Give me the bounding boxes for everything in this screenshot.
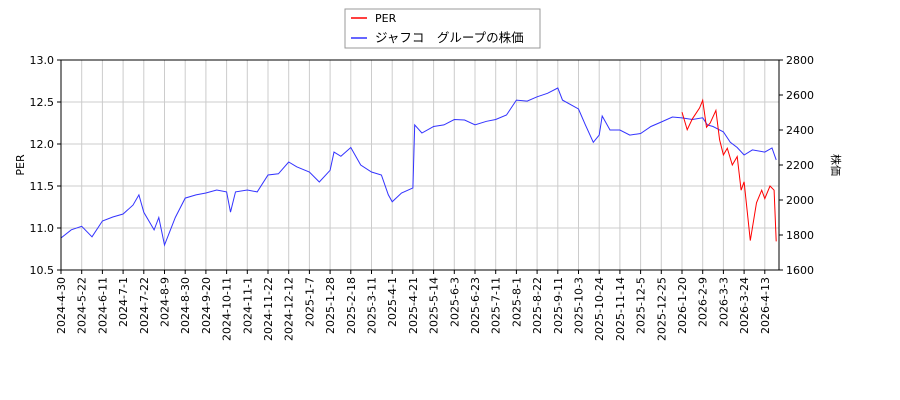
x-tick-label: 2024-8-30 xyxy=(179,277,192,334)
x-tick-label: 2024-8-9 xyxy=(159,277,172,327)
plot-frame xyxy=(60,59,780,271)
x-tick-label: 2024-11-1 xyxy=(241,277,254,334)
x-tick-label: 2025-5-14 xyxy=(428,277,441,334)
x-tick-label: 2025-12-25 xyxy=(655,277,668,341)
x-tick-label: 2025-6-23 xyxy=(469,277,482,334)
x-tick-label: 2024-12-12 xyxy=(283,277,296,341)
y-right-tick-label: 2200 xyxy=(786,159,814,172)
legend-label-per: PER xyxy=(375,12,397,25)
x-tick-label: 2024-4-30 xyxy=(55,277,68,334)
legend-box xyxy=(344,8,541,49)
x-tick-label: 2025-8-22 xyxy=(531,277,544,334)
y-right-tick-label: 2800 xyxy=(786,54,814,67)
x-tick-label: 2026-1-20 xyxy=(676,277,689,334)
y-axis-right-label: 株価 xyxy=(829,154,843,176)
x-tick-label: 2026-4-13 xyxy=(759,277,772,334)
y-axis-left-label: PER xyxy=(14,154,27,176)
x-tick-label: 2025-11-14 xyxy=(614,277,627,341)
x-tick-label: 2024-5-22 xyxy=(76,277,89,334)
x-tick-label: 2024-9-20 xyxy=(200,277,213,334)
axes: 2024-4-30 2024-5-22 2024-6-11 2024-7-1 2024-… xyxy=(30,54,815,341)
y-right-tick-label: 1800 xyxy=(786,229,814,242)
x-tick-label: 2024-7-1 xyxy=(117,277,130,327)
x-tick-label: 2025-6-3 xyxy=(448,277,461,327)
y-left-tick-label: 12.0 xyxy=(30,138,55,151)
y-left-tick-label: 11.5 xyxy=(30,180,55,193)
y-left-tick-label: 13.0 xyxy=(30,54,55,67)
x-tick-label: 2026-2-9 xyxy=(697,277,710,327)
series-lines xyxy=(60,87,777,247)
y-left-tick-label: 12.5 xyxy=(30,96,55,109)
x-tick-label: 2025-2-18 xyxy=(345,277,358,334)
per-line xyxy=(681,98,777,242)
x-tick-label: 2025-1-28 xyxy=(324,277,337,334)
y-left-tick-label: 10.5 xyxy=(30,264,55,277)
y-right-tick-label: 1600 xyxy=(786,264,814,277)
x-tick-label: 2025-1-7 xyxy=(303,277,316,327)
y-right-tick-label: 2000 xyxy=(786,194,814,207)
y-left-tick-label: 11.0 xyxy=(30,222,55,235)
x-tick-label: 2024-6-11 xyxy=(96,277,109,334)
x-tick-label: 2025-12-5 xyxy=(635,277,648,334)
x-tick-label: 2025-4-1 xyxy=(386,277,399,327)
x-tick-label: 2025-10-3 xyxy=(573,277,586,334)
x-tick-label: 2025-9-11 xyxy=(552,277,565,334)
x-tick-label: 2025-10-24 xyxy=(593,277,606,341)
stock-price-line xyxy=(60,87,777,247)
legend-label-price: ジャフコ グループの株価 xyxy=(375,30,524,45)
x-tick-label: 2025-7-11 xyxy=(490,277,503,334)
x-tick-label: 2025-4-21 xyxy=(407,277,420,334)
x-tick-label: 2024-11-22 xyxy=(262,277,275,341)
y-right-tick-label: 2600 xyxy=(786,89,814,102)
x-tick-label: 2024-10-11 xyxy=(221,277,234,341)
x-tick-label: 2025-8-1 xyxy=(510,277,523,327)
grid xyxy=(60,59,779,271)
x-tick-label: 2025-3-11 xyxy=(366,277,379,334)
x-tick-label: 2026-3-3 xyxy=(717,277,730,327)
legend: PER ジャフコ グループの株価 xyxy=(344,8,541,49)
x-tick-label: 2026-3-24 xyxy=(738,277,751,334)
y-right-tick-label: 2400 xyxy=(786,124,814,137)
x-tick-label: 2024-7-22 xyxy=(138,277,151,334)
